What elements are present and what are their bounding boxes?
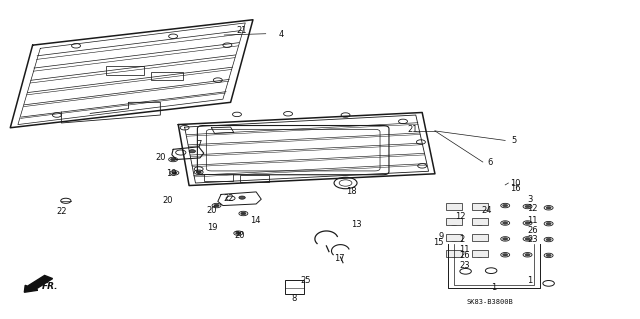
Text: 23: 23 [527, 235, 538, 244]
Text: 20: 20 [206, 206, 216, 215]
Circle shape [502, 204, 508, 207]
Circle shape [546, 254, 551, 257]
Circle shape [502, 254, 508, 256]
Text: 11: 11 [460, 245, 470, 254]
Text: 18: 18 [346, 187, 357, 196]
Text: SK83-B3800B: SK83-B3800B [467, 299, 514, 305]
Circle shape [452, 238, 457, 240]
Text: 12: 12 [527, 204, 538, 213]
Text: 22: 22 [56, 207, 67, 216]
Text: 10: 10 [510, 179, 521, 188]
Bar [447, 234, 463, 241]
Bar [472, 250, 488, 257]
Circle shape [525, 205, 530, 208]
Text: 11: 11 [527, 216, 538, 225]
Text: 16: 16 [510, 184, 521, 193]
Text: 26: 26 [527, 226, 538, 234]
Text: 19: 19 [166, 169, 176, 178]
Text: 8: 8 [292, 294, 297, 303]
Circle shape [236, 232, 241, 234]
Text: 26: 26 [460, 251, 470, 260]
Circle shape [477, 205, 482, 208]
Circle shape [452, 254, 457, 256]
FancyBboxPatch shape [197, 125, 389, 175]
Text: 21: 21 [407, 125, 418, 134]
Text: 23: 23 [460, 261, 470, 271]
Text: 5: 5 [511, 136, 517, 145]
Bar [472, 218, 488, 225]
Text: 20: 20 [155, 153, 166, 162]
FancyArrow shape [24, 275, 52, 292]
Circle shape [546, 206, 551, 209]
Circle shape [502, 238, 508, 240]
Circle shape [525, 238, 530, 240]
Circle shape [239, 196, 245, 199]
Text: 14: 14 [250, 216, 260, 225]
Text: 3: 3 [527, 195, 533, 204]
Bar [240, 175, 269, 182]
Circle shape [241, 212, 246, 215]
Text: 21: 21 [236, 26, 246, 35]
Circle shape [452, 206, 457, 208]
Text: 19: 19 [207, 223, 218, 232]
Bar [447, 250, 463, 257]
Text: 25: 25 [301, 276, 311, 285]
Bar [106, 66, 145, 75]
Text: 6: 6 [487, 158, 493, 167]
Circle shape [525, 254, 530, 256]
Circle shape [189, 150, 195, 153]
Circle shape [477, 254, 482, 256]
Circle shape [502, 222, 508, 224]
Bar [472, 203, 488, 210]
Text: 13: 13 [351, 220, 361, 229]
Bar [447, 218, 463, 225]
Text: 20: 20 [163, 196, 173, 205]
Text: 17: 17 [334, 254, 345, 263]
Text: 7: 7 [196, 140, 202, 149]
Circle shape [546, 238, 551, 241]
Circle shape [477, 222, 482, 224]
Text: 4: 4 [278, 30, 284, 39]
Bar [447, 203, 463, 210]
Circle shape [477, 237, 482, 240]
Text: 15: 15 [433, 238, 444, 247]
Bar [472, 234, 488, 241]
Text: 9: 9 [438, 232, 444, 241]
Text: 20: 20 [234, 231, 244, 240]
Circle shape [546, 222, 551, 225]
Text: 22: 22 [223, 194, 234, 203]
Bar [204, 174, 232, 181]
Text: 2: 2 [460, 235, 465, 244]
Text: 1: 1 [527, 276, 532, 285]
Bar [285, 280, 304, 294]
Circle shape [172, 172, 177, 174]
Text: 12: 12 [455, 211, 466, 220]
Text: FR.: FR. [42, 282, 59, 291]
Circle shape [452, 222, 457, 224]
Bar [151, 72, 182, 80]
Text: 1: 1 [491, 283, 497, 292]
FancyBboxPatch shape [206, 129, 380, 171]
Circle shape [214, 204, 219, 207]
Circle shape [525, 222, 530, 224]
Text: 24: 24 [481, 206, 492, 215]
Circle shape [196, 171, 201, 174]
Circle shape [171, 158, 175, 161]
